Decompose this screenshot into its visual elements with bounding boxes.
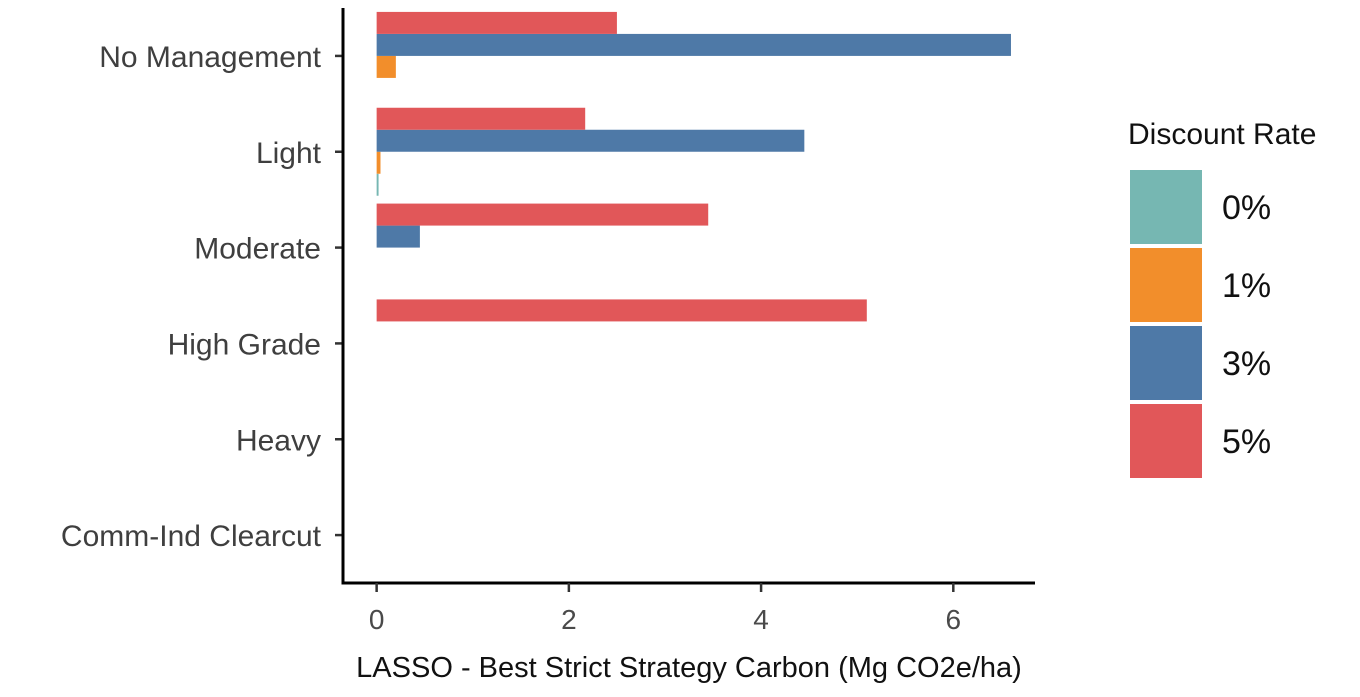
- bar-moderate-3: [376, 225, 420, 248]
- legend-swatch-0: [1130, 170, 1202, 244]
- bar-moderate-5: [376, 203, 709, 226]
- category-label-moderate: Moderate: [194, 233, 321, 266]
- category-label-no-management: No Management: [99, 41, 321, 74]
- bars-layer: [335, 11, 1011, 537]
- legend-label-1: 1%: [1222, 267, 1271, 305]
- category-label-comm-ind-clearcut: Comm-Ind Clearcut: [61, 520, 322, 553]
- category-label-light: Light: [256, 137, 322, 170]
- legend-label-3: 3%: [1222, 345, 1271, 383]
- legend-label-0: 0%: [1222, 189, 1271, 227]
- legend-swatch-3: [1130, 326, 1202, 400]
- bar-light-3: [376, 129, 805, 152]
- legend-swatch-5: [1130, 404, 1202, 478]
- x-tick-label-2: 2: [561, 604, 577, 635]
- bar-no-management-3: [376, 33, 1011, 56]
- legend-swatch-1: [1130, 248, 1202, 322]
- category-label-high-grade: High Grade: [168, 328, 321, 361]
- legend-title: Discount Rate: [1128, 118, 1316, 151]
- x-axis-title: LASSO - Best Strict Strategy Carbon (Mg …: [356, 652, 1022, 684]
- x-tick-label-4: 4: [753, 604, 769, 635]
- bar-light-0: [376, 173, 379, 196]
- category-labels: No Management Light Moderate High Grade Heav…: [61, 41, 322, 553]
- bar-no-management-1: [376, 55, 396, 78]
- legend-label-5: 5%: [1222, 423, 1271, 461]
- axes-layer: [341, 8, 1035, 585]
- bar-high-grade-5: [376, 299, 867, 322]
- category-label-heavy: Heavy: [236, 424, 321, 457]
- bar-light-5: [376, 107, 586, 130]
- x-tick-label-0: 0: [369, 604, 385, 635]
- x-tick-labels: 0 2 4 6: [369, 583, 961, 635]
- legend: Discount Rate 0% 1% 3% 5%: [1128, 118, 1316, 478]
- x-tick-label-6: 6: [946, 604, 962, 635]
- bar-light-1: [376, 151, 381, 174]
- bar-no-management-5: [376, 11, 617, 34]
